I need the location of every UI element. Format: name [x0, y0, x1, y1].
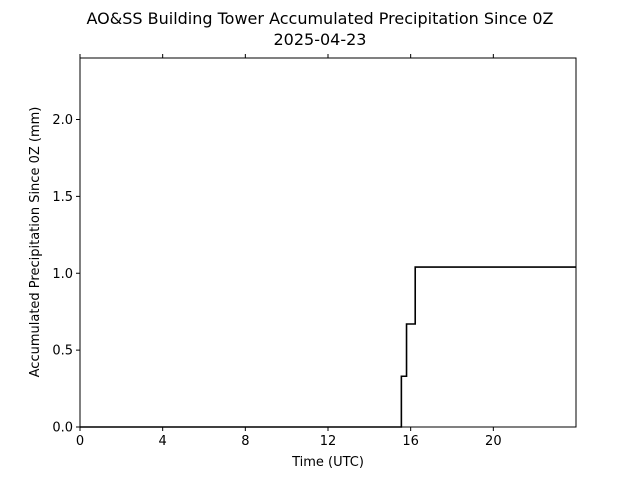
plot-area: 0 4 8 12 16 20 0.0 0.5 1.0 1.5 2.0: [52, 54, 576, 449]
chart-title: AO&SS Building Tower Accumulated Precipi…: [87, 9, 554, 28]
x-axis-label: Time (UTC): [291, 455, 364, 470]
x-tick-label: 0: [76, 434, 84, 449]
x-tick-label: 4: [159, 434, 167, 449]
x-tick-label: 16: [402, 434, 419, 449]
plot-frame: [79, 57, 577, 428]
series-line: [80, 266, 576, 428]
x-tick-label: 8: [241, 434, 249, 449]
y-tick-label: 0.0: [52, 421, 73, 436]
x-tick-label: 20: [485, 434, 502, 449]
chart-subtitle: 2025-04-23: [274, 30, 367, 49]
y-tick-label: 0.5: [52, 344, 73, 359]
y-tick-label: 1.5: [52, 190, 73, 205]
y-tick-label: 1.0: [52, 267, 73, 282]
y-tick-label: 2.0: [52, 113, 73, 128]
y-axis-label: Accumulated Precipitation Since 0Z (mm): [28, 107, 43, 378]
x-tick-label: 12: [320, 434, 337, 449]
